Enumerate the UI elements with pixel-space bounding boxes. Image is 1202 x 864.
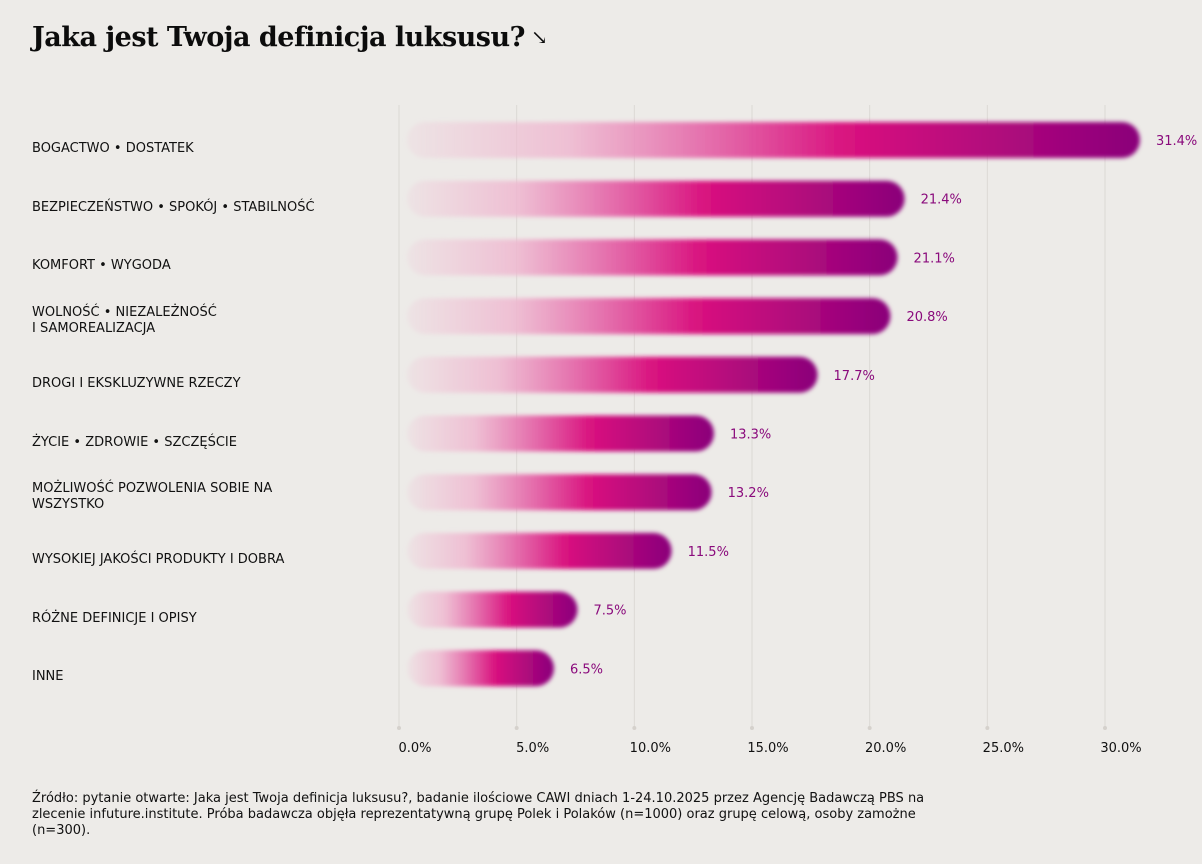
grid-tick-dot (397, 726, 401, 730)
bar (407, 180, 905, 217)
x-tick-label: 5.0% (516, 741, 549, 756)
value-label: 7.5% (594, 604, 627, 619)
category-label: WYSOKIEJ JAKOŚCI PRODUKTY I DOBRA (32, 551, 285, 567)
category-label: DROGI I EKSKLUZYWNE RZECZY (32, 375, 241, 391)
chart-x-axis: 0.0% 5.0% 10.0% 15.0% 20.0% 25.0% 30.0% (398, 741, 1141, 756)
grid-tick-dot (1103, 726, 1107, 730)
grid-tick-dot (750, 726, 754, 730)
bar (407, 298, 891, 335)
arrow-down-right-icon: ↘ (530, 25, 548, 49)
category-label: ŻYCIE • ZDROWIE • SZCZĘŚCIE (32, 434, 237, 450)
value-label: 21.4% (921, 193, 962, 208)
category-label: KOMFORT • WYGODA (32, 258, 171, 274)
bar (407, 591, 578, 628)
value-label: 11.5% (688, 545, 729, 560)
value-label: 13.3% (730, 428, 771, 443)
x-tick-label: 15.0% (747, 741, 788, 756)
source-note: Źródło: pytanie otwarte: Jaka jest Twoja… (32, 791, 925, 838)
bar (407, 356, 818, 393)
value-label: 17.7% (834, 369, 875, 384)
value-label: 13.2% (728, 486, 769, 501)
grid-tick-dot (985, 726, 990, 730)
bar-chart: 31.4% 21.4% 21.1% 20.8% 17.7% 13.3% 13.2% 11.5%… (397, 105, 1197, 756)
bar (407, 532, 672, 569)
chart-title-text: Jaka jest Twoja definicja luksusu? (32, 22, 525, 53)
value-label: 21.1% (914, 251, 955, 266)
chart-title: Jaka jest Twoja definicja luksusu? ↘ (32, 22, 548, 53)
chart-bars (407, 122, 1140, 687)
bar (407, 239, 898, 276)
x-tick-label: 20.0% (865, 741, 906, 756)
category-label: BEZPIECZEŃSTWO • SPOKÓJ • STABILNOŚĆ (32, 199, 315, 215)
bar (407, 474, 712, 511)
bar (407, 650, 554, 687)
chart-value-labels: 31.4% 21.4% 21.1% 20.8% 17.7% 13.3% 13.2% 11.5%… (570, 134, 1197, 677)
grid-tick-dot (632, 726, 637, 730)
x-tick-label: 25.0% (983, 741, 1024, 756)
value-label: 20.8% (906, 310, 947, 325)
grid-tick-dot (514, 726, 519, 730)
x-tick-label: 0.0% (398, 741, 431, 756)
grid-tick-dot (867, 726, 872, 730)
category-label: INNE (32, 669, 64, 685)
bar (407, 415, 714, 452)
bar (407, 122, 1140, 158)
value-label: 6.5% (570, 662, 603, 677)
category-label: MOŻLIWOŚĆ POZWOLENIA SOBIE NA WSZYSTKO (32, 481, 273, 513)
value-label: 31.4% (1156, 134, 1197, 149)
category-label: WOLNOŚĆ • NIEZALEŻNOŚĆ I SAMOREALIZACJA (32, 305, 217, 337)
category-label: BOGACTWO • DOSTATEK (32, 141, 194, 156)
category-label: RÓŻNE DEFINICJE I OPISY (32, 610, 197, 626)
x-tick-label: 10.0% (630, 741, 671, 756)
x-tick-label: 30.0% (1100, 741, 1141, 756)
